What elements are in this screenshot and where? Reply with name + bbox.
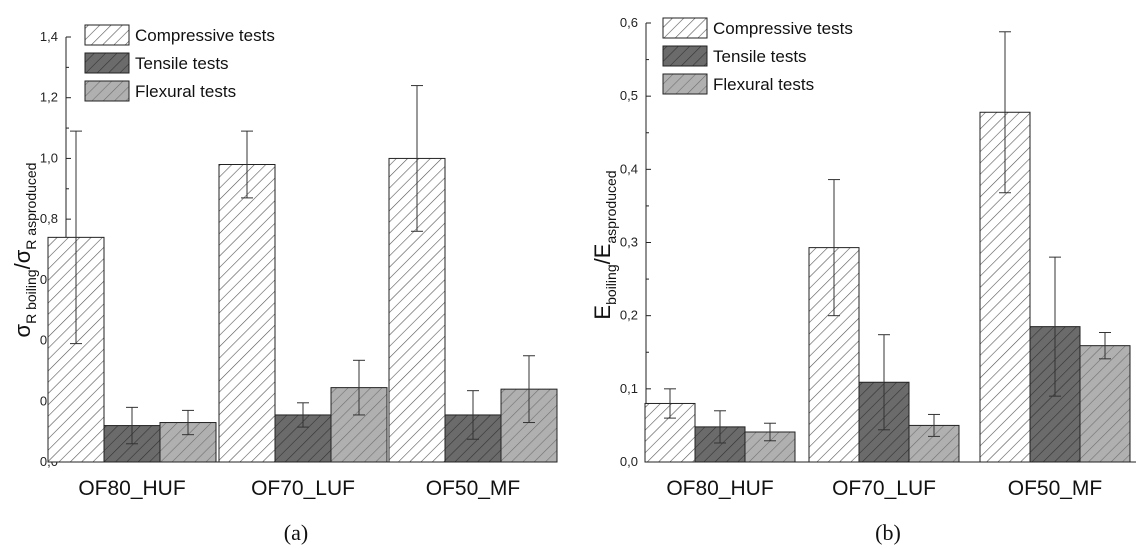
legend-label: Compressive tests xyxy=(713,19,853,38)
x-category-label: OF80_HUF xyxy=(78,477,185,500)
legend-label: Compressive tests xyxy=(135,26,275,45)
legend-swatch xyxy=(662,17,708,39)
y-tick-label: 0,1 xyxy=(620,381,638,396)
y-axis-label: Eboiling/Easproduced xyxy=(590,170,619,319)
x-category-label: OF80_HUF xyxy=(666,477,773,500)
y-tick-label: 0,4 xyxy=(620,161,638,176)
panel-label: (b) xyxy=(875,520,901,545)
x-category-label: OF70_LUF xyxy=(832,477,936,500)
y-axis-label-main: σ xyxy=(10,323,35,337)
y-tick-label: 1,4 xyxy=(40,29,58,44)
chart-panel-b: 0,0 0,1 0,2 0,3 0,4 0,5 0,6 OF80_HUF OF70_LUF OF5… xyxy=(590,15,1136,545)
y-tick-label: 0,5 xyxy=(620,88,638,103)
x-category-label: OF50_MF xyxy=(426,477,521,500)
y-axis-label-main: /E xyxy=(590,244,615,265)
legend-swatch xyxy=(84,52,130,74)
y-axis-label-main: E xyxy=(590,305,615,320)
y-axis-label-subscript: R asproduced xyxy=(23,163,39,250)
bar-compressive-tests xyxy=(218,164,276,463)
chart-panel-a: 0,00,20,40,60,81,01,21,4OF80_HUFOF70_LUF… xyxy=(10,24,558,545)
y-tick-label: 0,6 xyxy=(620,15,638,30)
legend-label: Flexural tests xyxy=(135,82,236,101)
legend-label: Flexural tests xyxy=(713,75,814,94)
y-tick-label: 1,2 xyxy=(40,90,58,105)
y-axis-label-subscript: boiling xyxy=(603,264,619,304)
panel-label: (a) xyxy=(284,520,308,545)
legend-swatch xyxy=(662,73,708,95)
y-tick-label: 0,2 xyxy=(620,308,638,323)
y-axis-label-subscript: asproduced xyxy=(603,170,619,243)
bar-compressive-tests xyxy=(979,111,1031,463)
y-tick-label: 0,0 xyxy=(620,454,638,469)
legend-swatch xyxy=(84,80,130,102)
x-category-label: OF50_MF xyxy=(1008,477,1103,500)
legend-label: Tensile tests xyxy=(135,54,229,73)
x-category-label: OF70_LUF xyxy=(251,477,355,500)
y-tick-label: 0,8 xyxy=(40,211,58,226)
legend-swatch xyxy=(662,45,708,67)
bar-flexural-tests xyxy=(1079,345,1131,463)
y-axis-label-subscript: R boiling xyxy=(23,269,39,323)
legend-label: Tensile tests xyxy=(713,47,807,66)
y-tick-label: 0,3 xyxy=(620,235,638,250)
y-tick-label: 1,0 xyxy=(40,150,58,165)
y-axis-label: σR boiling/σR asproduced xyxy=(10,163,39,338)
legend-swatch xyxy=(84,24,130,46)
y-axis-label-main: /σ xyxy=(10,249,35,269)
